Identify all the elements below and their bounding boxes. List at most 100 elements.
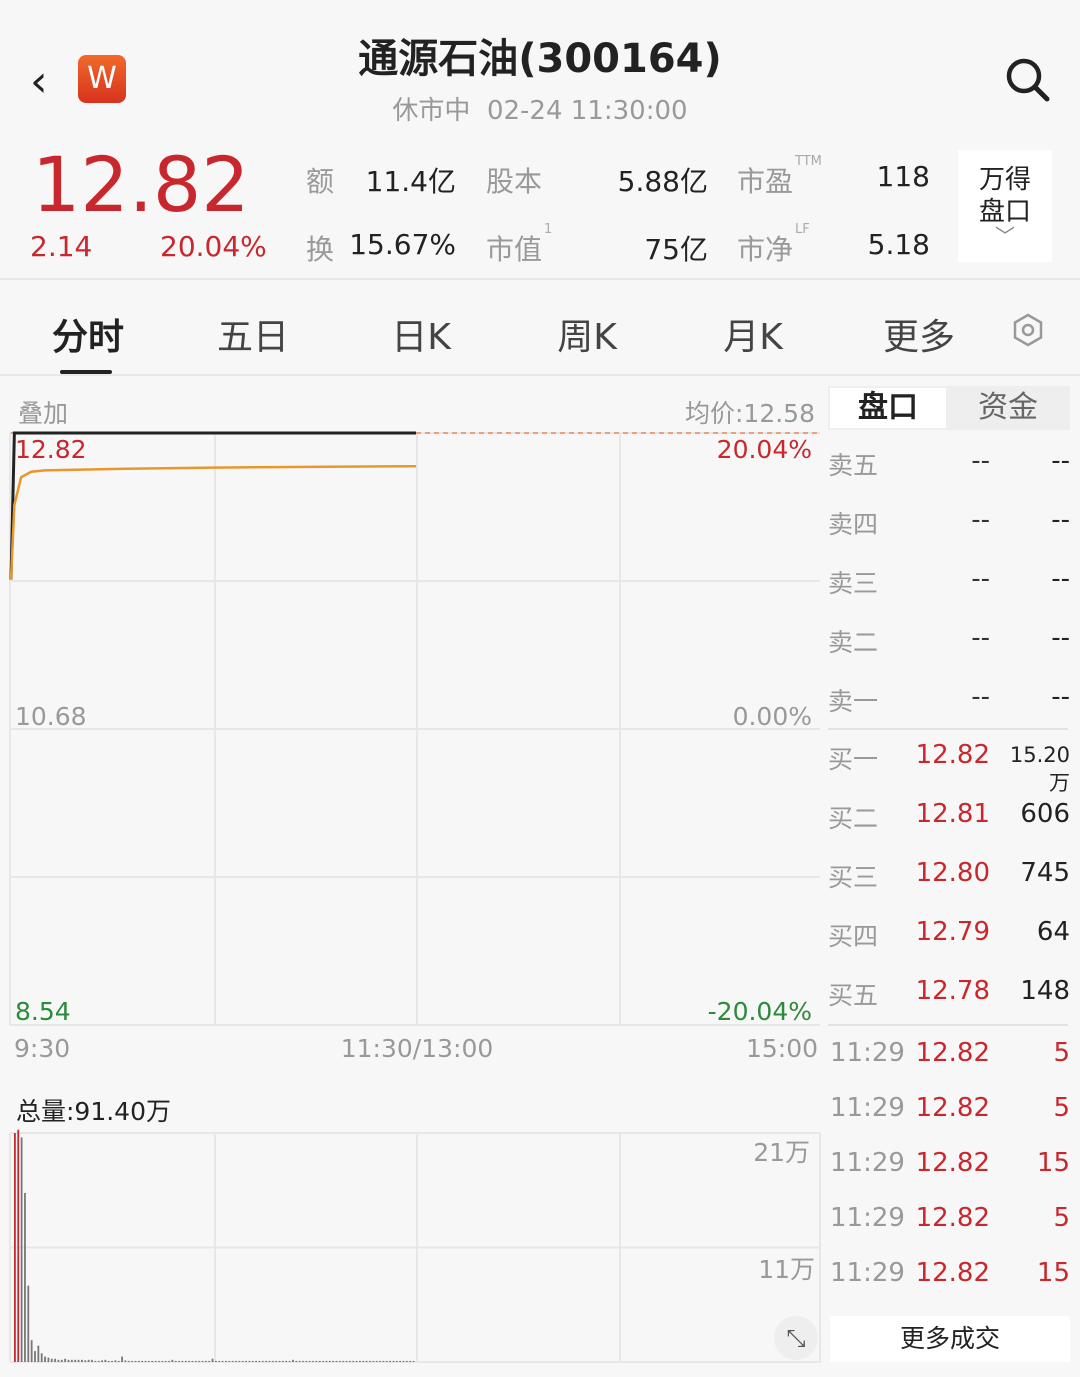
sell-level-label: 卖一 [828,687,879,716]
volume-bar [402,1360,405,1362]
volume-bar [345,1360,348,1362]
volume-bar [298,1360,301,1362]
volume-bar [231,1360,234,1362]
tab-4[interactable]: 月K [723,317,783,358]
volume-bar [107,1360,110,1362]
buy-level-price: 12.81 [915,799,990,829]
volume-bar [178,1360,180,1362]
volume-bar [24,1192,26,1362]
volume-bar [191,1360,194,1362]
more-trades-button[interactable]: 更多成交 [830,1316,1070,1362]
search-icon[interactable] [1004,56,1050,102]
sell-level-vol: -- [1051,682,1070,712]
volume-bar [77,1359,80,1362]
volume-bar [57,1359,60,1362]
volume-bar [14,1133,16,1362]
volume-bar [158,1360,160,1362]
stat-sup: LF [795,222,810,237]
volume-bar [17,1129,20,1362]
volume-bar [34,1351,36,1362]
trade-time: 11:29 [830,1258,905,1288]
volume-bar [54,1358,56,1362]
overlay-button[interactable]: 叠加 [18,399,69,428]
volume-bar [161,1360,164,1362]
datetime: 02-24 11:30:00 [486,96,688,126]
tab-2[interactable]: 日K [391,317,451,358]
stat-sup: 1 [544,222,553,237]
sell-level-price: -- [971,564,990,594]
volume-bar [315,1360,318,1362]
volume-bar [81,1359,83,1362]
trade-time: 11:29 [830,1203,905,1233]
y-tick-left: 8.54 [15,997,71,1026]
volume-bar [47,1357,50,1362]
volume-bar [295,1360,298,1362]
stat-value: 5.18 [867,228,930,261]
volume-chart[interactable]: 21万 11万 [0,1125,825,1370]
volume-bar [50,1358,53,1362]
settings-icon[interactable] [1010,312,1046,348]
trades-divider [828,1024,1068,1026]
intraday-price-chart[interactable]: 12.82 10.68 8.54 20.04% 0.00% -20.04% 9:30 11:3… [0,420,825,1070]
volume-bar [124,1360,127,1362]
stat-label: 额 [306,165,335,198]
back-button[interactable]: ‹ [30,56,48,107]
volume-bar [74,1359,77,1362]
status-text: 休市中 [392,96,471,126]
tab-3[interactable]: 周K [557,317,617,358]
stat-label: 市净 [737,233,794,266]
volume-bar [137,1360,140,1362]
wind-button-line1: 万得 [978,165,1031,195]
volume-bar [258,1360,261,1362]
tab-5[interactable]: 更多 [882,317,955,358]
tab-capital[interactable]: 资金 [978,390,1038,425]
tab-orderbook[interactable]: 盘口 [830,388,946,428]
trade-vol: 5 [1053,1038,1070,1068]
volume-bar [292,1359,294,1362]
volume-bar [405,1360,408,1362]
trade-vol: 5 [1053,1203,1070,1233]
buy-level-vol: 148 [1020,976,1070,1006]
sell-level-price: -- [971,623,990,653]
volume-tick: 21万 [753,1138,810,1167]
tab-0[interactable]: 分时 [51,317,124,358]
tab-1[interactable]: 五日 [216,317,289,358]
volume-bar [168,1360,170,1362]
buy-level-price: 12.82 [915,740,990,770]
sell-level-label: 卖四 [828,510,879,539]
sell-level-vol: -- [1051,623,1070,653]
wind-orderbook-button[interactable]: 万得 盘口 ﹀ [958,150,1052,262]
avg-price: 均价:12.58 [685,399,815,428]
volume-bar [94,1360,97,1362]
buy-level-label: 买五 [828,981,879,1010]
expand-icon[interactable]: ⤡ [774,1316,818,1360]
stat-value: 5.88亿 [617,165,708,198]
trade-vol: 5 [1053,1093,1070,1123]
volume-bar [318,1360,321,1362]
volume-bar [218,1360,221,1362]
volume-bar [91,1359,93,1362]
sell-level-label: 卖三 [828,569,879,598]
stat-value: 118 [876,160,930,193]
volume-bar [355,1360,358,1362]
volume-bar [20,1137,23,1362]
volume-bar [228,1360,231,1362]
buy-level-price: 12.78 [915,976,990,1006]
trade-price: 12.82 [915,1093,990,1123]
volume-bar [131,1360,134,1362]
volume-bar [365,1360,368,1362]
volume-bar [359,1360,361,1362]
volume-bar [332,1360,335,1362]
volume-bar [288,1360,291,1362]
volume-bar [114,1360,117,1362]
volume-bar [322,1360,324,1362]
volume-bar [117,1360,120,1362]
chevron-down-icon: ﹀ [995,224,1015,248]
x-tick: 9:30 [14,1034,70,1063]
volume-bar [271,1360,274,1362]
volume-bar [127,1360,130,1362]
x-tick: 15:00 [746,1034,818,1063]
wind-logo[interactable]: W [78,55,126,103]
volume-bar [70,1359,73,1362]
sell-level-label: 卖五 [828,451,879,480]
